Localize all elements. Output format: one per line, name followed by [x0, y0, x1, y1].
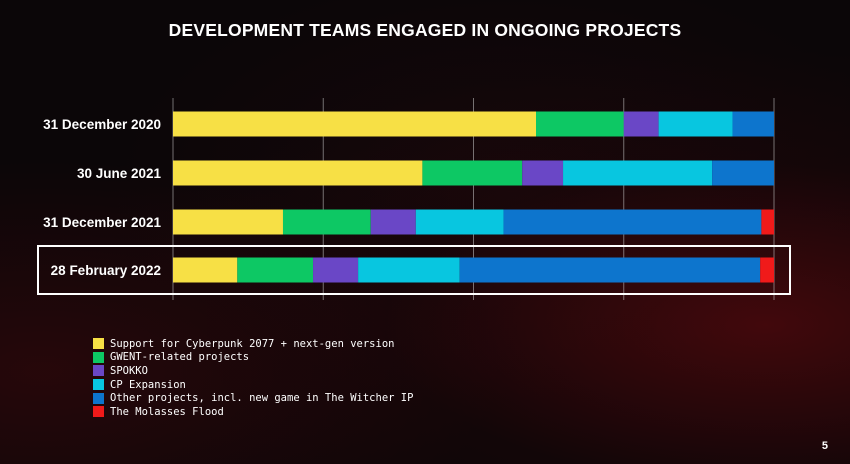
- bar-segment-0-3: [658, 111, 733, 137]
- legend-swatch-cp-expansion: [93, 379, 104, 391]
- bar-segment-0-1: [536, 111, 624, 137]
- legend-label-gwent: GWENT-related projects: [110, 351, 250, 364]
- legend-swatch-spokko: [93, 365, 104, 377]
- bar-segment-3-1: [237, 257, 314, 283]
- bar-segment-0-2: [623, 111, 659, 137]
- highlight-box: [37, 245, 791, 295]
- legend-item-molasses-flood: The Molasses Flood: [93, 405, 413, 419]
- legend-item-cyberpunk: Support for Cyberpunk 2077 + next-gen ve…: [93, 337, 413, 351]
- bar-segment-2-2: [370, 209, 416, 235]
- bar-segment-0-4: [732, 111, 774, 137]
- category-label-0: 31 December 2020: [43, 117, 161, 132]
- bar-segment-1-4: [712, 160, 774, 186]
- bar-segment-3-2: [313, 257, 359, 283]
- bar-segment-1-3: [563, 160, 713, 186]
- legend-swatch-molasses-flood: [93, 406, 104, 418]
- bar-segment-3-5: [760, 257, 774, 283]
- bar-segment-2-1: [282, 209, 371, 235]
- legend-label-cyberpunk: Support for Cyberpunk 2077 + next-gen ve…: [110, 337, 395, 350]
- legend-label-cp-expansion: CP Expansion: [110, 378, 186, 391]
- chart-title: DEVELOPMENT TEAMS ENGAGED IN ONGOING PRO…: [168, 20, 682, 40]
- legend-swatch-gwent: [93, 351, 104, 363]
- bar-segment-1-2: [522, 160, 564, 186]
- bar-segment-1-0: [173, 160, 423, 186]
- bar-segment-3-3: [358, 257, 460, 283]
- legend-item-gwent: GWENT-related projects: [93, 351, 413, 365]
- bar-segment-2-4: [503, 209, 762, 235]
- legend-item-spokko: SPOKKO: [93, 364, 413, 378]
- bar-segment-3-0: [173, 257, 238, 283]
- legend-label-spokko: SPOKKO: [110, 364, 148, 377]
- category-label-2: 31 December 2021: [43, 215, 161, 230]
- category-label-3: 28 February 2022: [51, 263, 161, 278]
- bar-segment-2-0: [173, 209, 283, 235]
- bar-segment-1-1: [422, 160, 523, 186]
- bar-segment-0-0: [173, 111, 537, 137]
- legend-item-cp-expansion: CP Expansion: [93, 378, 413, 392]
- legend-item-other-projects: Other projects, incl. new game in The Wi…: [93, 391, 413, 405]
- legend-label-molasses-flood: The Molasses Flood: [110, 405, 224, 418]
- legend-swatch-cyberpunk: [93, 338, 104, 350]
- bar-segment-2-3: [415, 209, 504, 235]
- legend: Support for Cyberpunk 2077 + next-gen ve…: [93, 337, 413, 419]
- page-number: 5: [821, 440, 828, 452]
- bar-segment-3-4: [459, 257, 761, 283]
- category-label-1: 30 June 2021: [77, 166, 162, 181]
- bar-segment-2-5: [761, 209, 774, 235]
- legend-label-other-projects: Other projects, incl. new game in The Wi…: [110, 392, 414, 405]
- legend-swatch-other-projects: [93, 392, 104, 404]
